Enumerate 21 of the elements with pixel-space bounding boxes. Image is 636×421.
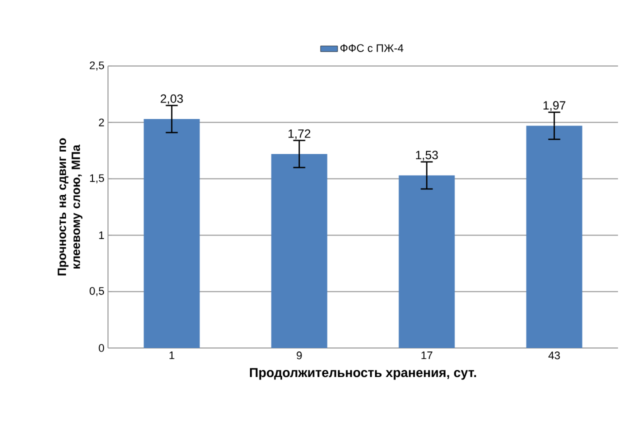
- bar: [526, 126, 582, 348]
- data-label: 1,72: [288, 129, 310, 140]
- y-tick-label: 1,5: [90, 174, 104, 184]
- x-tick-label: 43: [548, 352, 560, 360]
- bar: [398, 175, 455, 348]
- legend-label: ФФС с ПЖ-4: [340, 44, 404, 52]
- y-tick-label: 1: [99, 231, 104, 239]
- y-tick-label: 2,5: [90, 61, 104, 71]
- y-tick-label: 2: [98, 118, 104, 126]
- data-label: 1,53: [416, 150, 438, 161]
- x-tick-label: 17: [421, 352, 432, 360]
- x-tick-label: 1: [170, 352, 174, 360]
- y-axis-title: Прочность на сдвиг по клеевому слою, МПа: [58, 138, 82, 276]
- y-tick-label: 0,5: [90, 287, 104, 296]
- y-tick-label: 0: [98, 344, 104, 352]
- x-axis-title: Продолжительность хранения, сут.: [250, 368, 476, 380]
- bar: [144, 119, 200, 348]
- bar: [271, 154, 328, 348]
- data-label: 2,03: [160, 94, 183, 104]
- x-tick-label: 9: [296, 352, 302, 360]
- data-label: 1,97: [544, 101, 566, 112]
